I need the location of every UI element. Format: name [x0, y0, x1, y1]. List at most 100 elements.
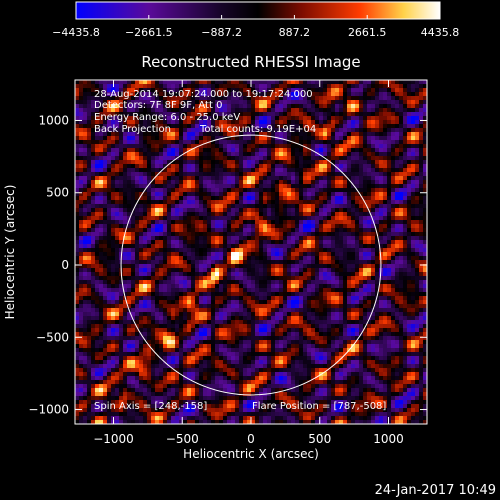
- heatmap-cell: [359, 264, 363, 268]
- heatmap-cell: [115, 128, 119, 132]
- heatmap-cell: [303, 276, 307, 280]
- heatmap-cell: [407, 124, 411, 128]
- heatmap-cell: [95, 136, 99, 140]
- heatmap-cell: [219, 96, 223, 100]
- heatmap-cell: [307, 224, 311, 228]
- heatmap-cell: [263, 244, 267, 248]
- heatmap-cell: [191, 172, 195, 176]
- heatmap-cell: [211, 140, 215, 144]
- heatmap-cell: [327, 108, 331, 112]
- heatmap-cell: [135, 220, 139, 224]
- heatmap-cell: [171, 148, 175, 152]
- heatmap-cell: [191, 164, 195, 168]
- image-area: [75, 80, 427, 424]
- heatmap-cell: [243, 232, 247, 236]
- heatmap-cell: [419, 252, 423, 256]
- heatmap-cell: [195, 292, 199, 296]
- heatmap-cell: [195, 228, 199, 232]
- heatmap-cell: [231, 196, 235, 200]
- heatmap-cell: [279, 80, 283, 84]
- heatmap-cell: [399, 84, 403, 88]
- heatmap-cell: [287, 248, 291, 252]
- heatmap-cell: [307, 256, 311, 260]
- heatmap-cell: [291, 204, 295, 208]
- heatmap-cell: [127, 84, 131, 88]
- heatmap-cell: [379, 280, 383, 284]
- heatmap-cell: [155, 184, 159, 188]
- heatmap-cell: [307, 144, 311, 148]
- heatmap-cell: [231, 228, 235, 232]
- heatmap-cell: [383, 296, 387, 300]
- heatmap-cell: [243, 168, 247, 172]
- heatmap-cell: [315, 284, 319, 288]
- heatmap-cell: [187, 128, 191, 132]
- heatmap-cell: [199, 276, 203, 280]
- heatmap-cell: [147, 260, 151, 264]
- heatmap-cell: [331, 232, 335, 236]
- heatmap-cell: [187, 152, 191, 156]
- heatmap-cell: [107, 208, 111, 212]
- heatmap-cell: [175, 244, 179, 248]
- heatmap-cell: [327, 136, 331, 140]
- heatmap-cell: [271, 164, 275, 168]
- heatmap-cell: [131, 268, 135, 272]
- heatmap-cell: [403, 228, 407, 232]
- heatmap-cell: [331, 108, 335, 112]
- heatmap-cell: [315, 144, 319, 148]
- heatmap-cell: [299, 136, 303, 140]
- heatmap-cell: [143, 128, 147, 132]
- heatmap-cell: [375, 164, 379, 168]
- heatmap-cell: [79, 132, 83, 136]
- heatmap-cell: [107, 148, 111, 152]
- heatmap-cell: [303, 216, 307, 220]
- heatmap-cell: [167, 96, 171, 100]
- heatmap-cell: [215, 244, 219, 248]
- heatmap-cell: [295, 196, 299, 200]
- heatmap-cell: [275, 120, 279, 124]
- heatmap-cell: [107, 116, 111, 120]
- heatmap-cell: [147, 176, 151, 180]
- heatmap-cell: [75, 276, 79, 280]
- heatmap-cell: [359, 240, 363, 244]
- heatmap-cell: [327, 148, 331, 152]
- heatmap-cell: [107, 212, 111, 216]
- heatmap-cell: [127, 164, 131, 168]
- heatmap-cell: [111, 208, 115, 212]
- heatmap-cell: [403, 144, 407, 148]
- heatmap-cell: [183, 192, 187, 196]
- heatmap-cell: [223, 160, 227, 164]
- heatmap-cell: [351, 276, 355, 280]
- heatmap-cell: [131, 280, 135, 284]
- heatmap-cell: [195, 208, 199, 212]
- heatmap-cell: [83, 116, 87, 120]
- heatmap-cell: [311, 200, 315, 204]
- heatmap-cell: [203, 188, 207, 192]
- heatmap-cell: [407, 148, 411, 152]
- heatmap-cell: [99, 264, 103, 268]
- heatmap-cell: [363, 284, 367, 288]
- heatmap-cell: [131, 172, 135, 176]
- heatmap-cell: [103, 196, 107, 200]
- heatmap-cell: [395, 224, 399, 228]
- heatmap-cell: [307, 296, 311, 300]
- heatmap-cell: [363, 292, 367, 296]
- heatmap-cell: [411, 264, 415, 268]
- heatmap-cell: [339, 132, 343, 136]
- heatmap-cell: [291, 160, 295, 164]
- heatmap-cell: [199, 140, 203, 144]
- heatmap-cell: [323, 300, 327, 304]
- heatmap-cell: [103, 148, 107, 152]
- heatmap-cell: [423, 148, 427, 152]
- heatmap-cell: [219, 196, 223, 200]
- heatmap-cell: [179, 180, 183, 184]
- heatmap-cell: [423, 84, 427, 88]
- heatmap-cell: [199, 92, 203, 96]
- heatmap-cell: [395, 268, 399, 272]
- heatmap-cell: [403, 292, 407, 296]
- heatmap-cell: [147, 116, 151, 120]
- heatmap-cell: [251, 168, 255, 172]
- heatmap-cell: [131, 272, 135, 276]
- heatmap-cell: [107, 128, 111, 132]
- heatmap-cell: [335, 208, 339, 212]
- heatmap-cell: [171, 292, 175, 296]
